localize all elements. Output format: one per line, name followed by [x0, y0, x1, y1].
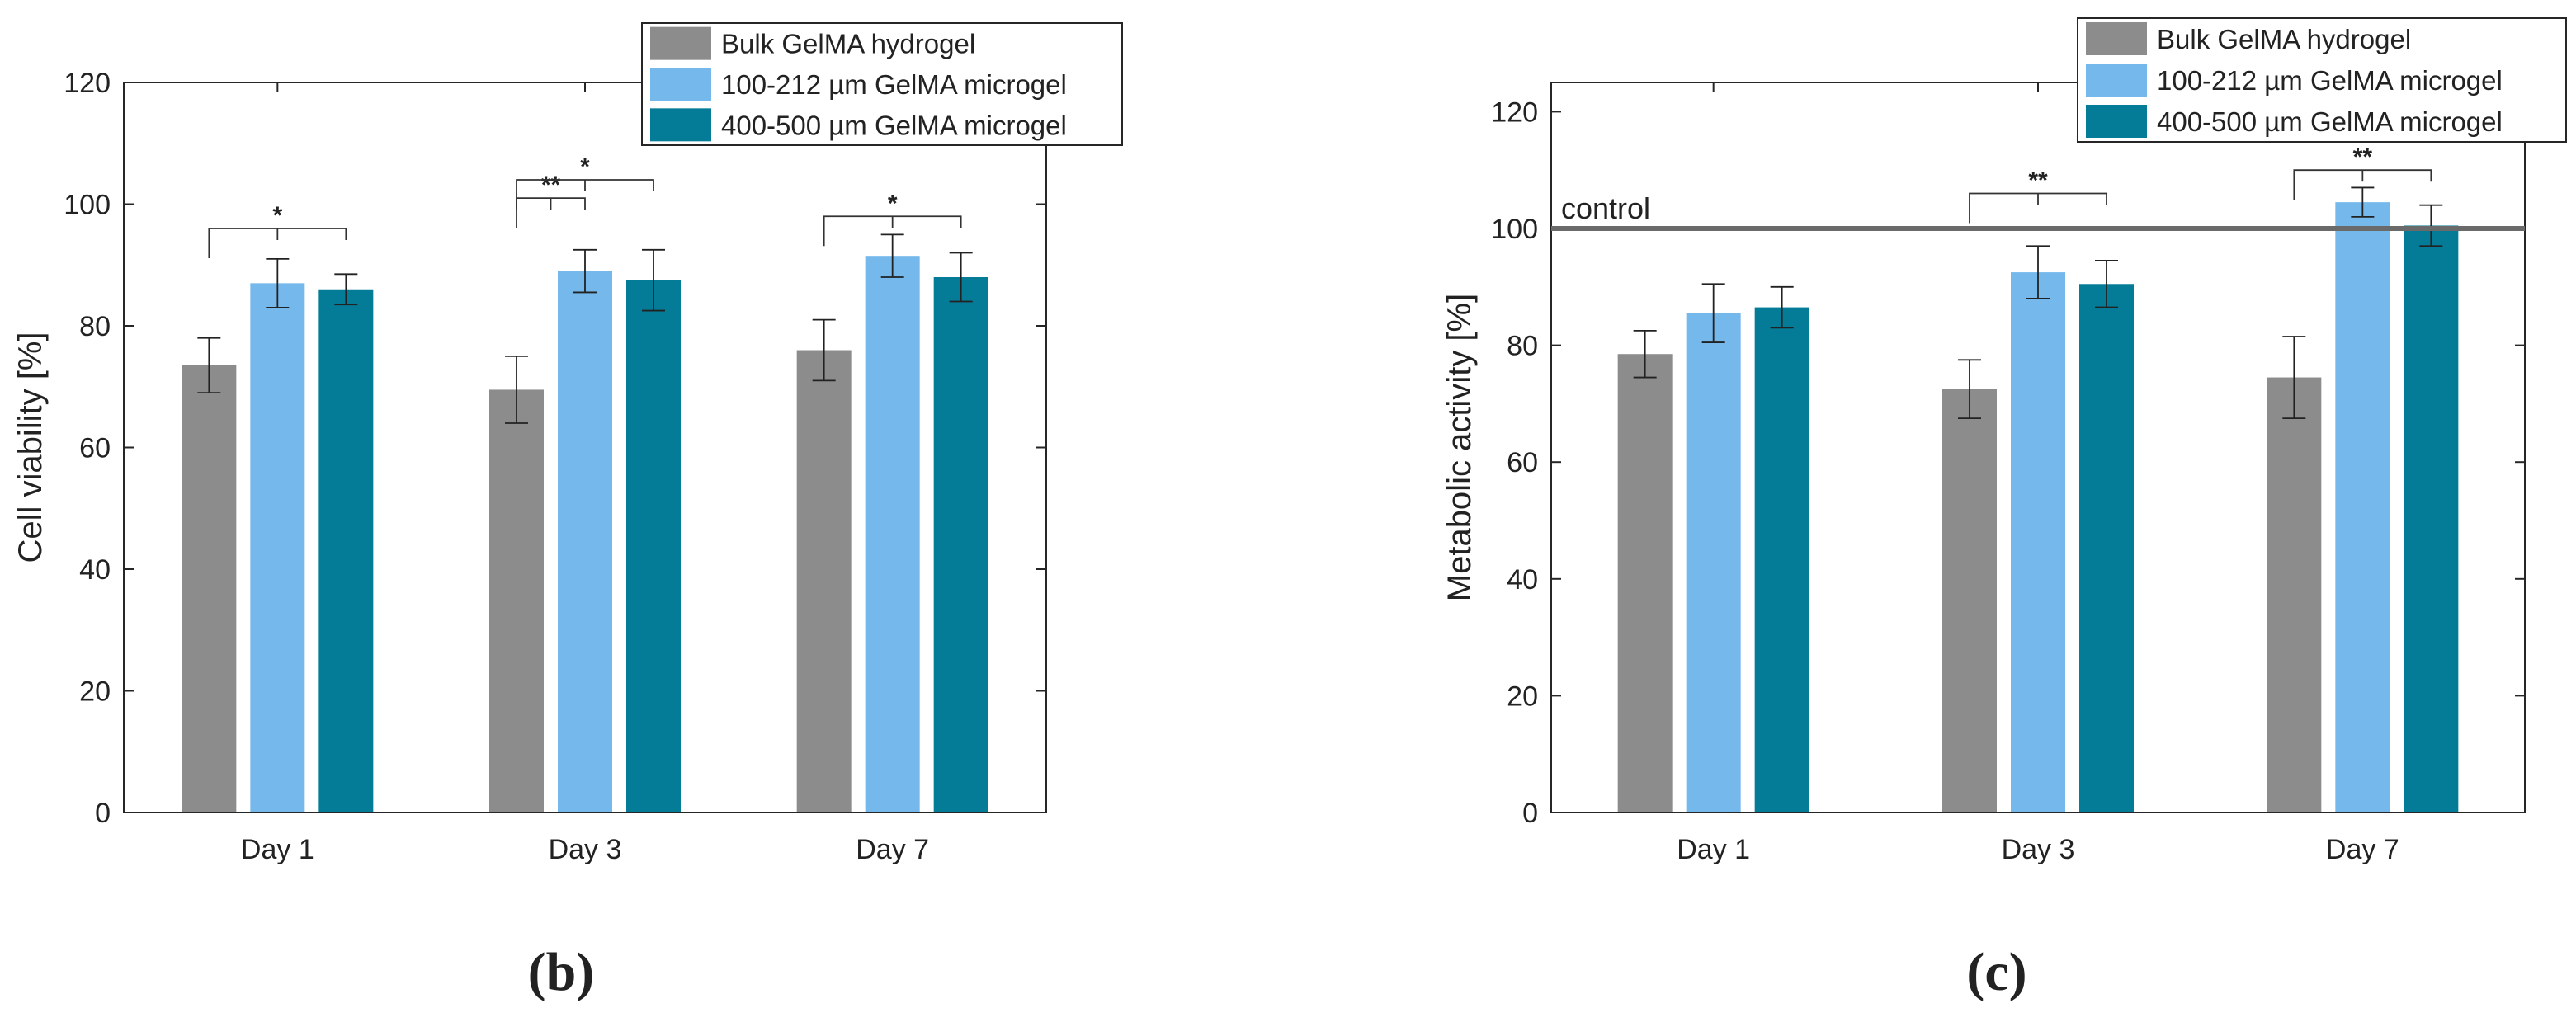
- legend-label: Bulk GelMA hydrogel: [2157, 24, 2411, 54]
- significance-label: *: [888, 190, 898, 217]
- y-tick-label: 60: [1507, 447, 1538, 478]
- legend-box: [641, 22, 1123, 146]
- panel-label: (c): [1966, 942, 2026, 1002]
- x-tick-label: Day 1: [241, 834, 314, 865]
- legend-swatch: [650, 26, 711, 60]
- significance-label: **: [2028, 167, 2048, 195]
- y-tick-label: 40: [79, 554, 111, 586]
- x-tick-label: Day 7: [856, 834, 929, 865]
- legend-swatch: [2086, 22, 2147, 55]
- bar: [1686, 313, 1741, 812]
- legend-label: 100-212 µm GelMA microgel: [721, 69, 1067, 100]
- bar: [489, 389, 544, 812]
- bar: [626, 280, 681, 812]
- x-tick-label: Day 3: [2002, 834, 2075, 865]
- bar: [318, 289, 374, 812]
- legend-label: 400-500 µm GelMA microgel: [721, 110, 1067, 140]
- bar: [2011, 272, 2065, 813]
- y-tick-label: 60: [79, 433, 111, 464]
- significance-label: **: [2353, 144, 2373, 171]
- y-tick-label: 80: [79, 311, 111, 342]
- significance-label: **: [541, 172, 561, 199]
- legend-label: 400-500 µm GelMA microgel: [2157, 106, 2503, 137]
- control-label: control: [1561, 191, 1650, 225]
- bar: [1617, 354, 1673, 813]
- legend-label: Bulk GelMA hydrogel: [721, 29, 975, 59]
- bar: [1754, 307, 1809, 813]
- y-tick-label: 120: [64, 68, 111, 99]
- bar: [182, 365, 237, 812]
- bar: [250, 283, 305, 812]
- y-tick-label: 80: [1507, 331, 1538, 362]
- panel-label: (b): [528, 942, 595, 1002]
- x-tick-label: Day 7: [2326, 834, 2399, 865]
- legend: Bulk GelMA hydrogel 100-212 µm GelMA micr…: [641, 22, 1123, 146]
- legend-label: 100-212 µm GelMA microgel: [2157, 65, 2503, 96]
- legend: Bulk GelMA hydrogel 100-212 µm GelMA micr…: [2077, 17, 2567, 143]
- y-tick-label: 20: [1507, 681, 1538, 712]
- significance-label: *: [580, 153, 590, 181]
- y-tick-label: 0: [1522, 798, 1538, 829]
- bar: [933, 277, 988, 812]
- bar: [796, 350, 852, 812]
- legend-swatch: [650, 108, 711, 142]
- chart-panel-b: 0 20 40 60 80 100 120 Day 1 Day 3 Day 7 Cell viabi…: [12, 22, 1123, 1002]
- bar: [2335, 202, 2390, 812]
- y-tick-label: 100: [1491, 214, 1538, 245]
- chart-panel-c: 0 20 40 60 80 100 120 Day 1 Day 3 Day 7 Metabolic …: [1441, 17, 2567, 1002]
- bar: [865, 256, 920, 812]
- legend-swatch: [650, 68, 711, 101]
- bar: [558, 271, 612, 812]
- legend-box: [2077, 17, 2567, 143]
- y-tick-label: 40: [1507, 564, 1538, 596]
- y-tick-label: 100: [64, 190, 111, 221]
- y-tick-label: 120: [1491, 97, 1538, 128]
- legend-swatch: [2086, 64, 2147, 97]
- y-tick-label: 0: [95, 798, 111, 829]
- significance-label: *: [272, 202, 282, 229]
- y-axis-label: Metabolic activity [%]: [1441, 294, 1478, 601]
- x-tick-label: Day 1: [1677, 834, 1750, 865]
- bar: [2404, 225, 2459, 813]
- bar: [2267, 377, 2322, 812]
- legend-swatch: [2086, 105, 2147, 138]
- x-tick-label: Day 3: [549, 834, 622, 865]
- bar: [2079, 284, 2134, 812]
- y-tick-label: 20: [79, 676, 111, 708]
- bar: [1942, 389, 1997, 812]
- y-axis-label: Cell viability [%]: [12, 332, 49, 563]
